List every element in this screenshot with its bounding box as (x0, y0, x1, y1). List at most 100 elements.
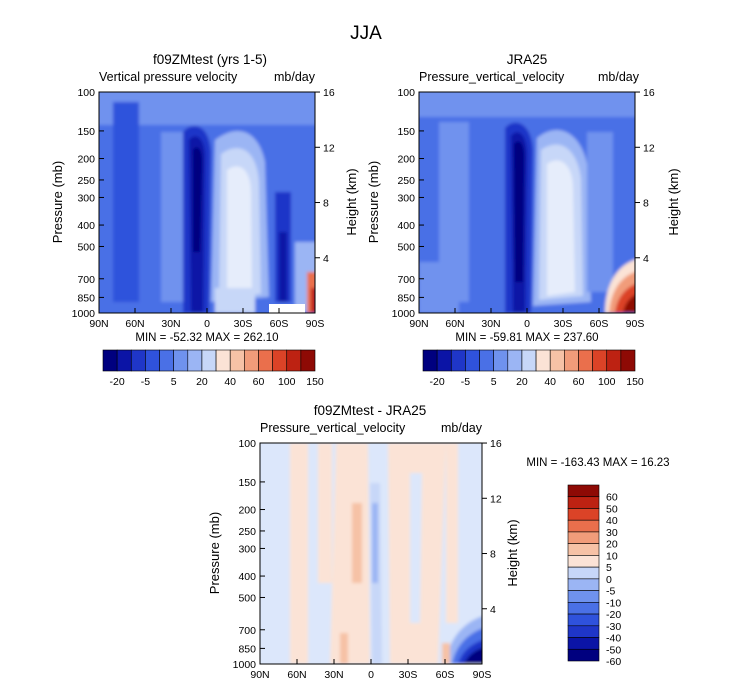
colorbar-swatch (567, 531, 600, 544)
height-tick-label: 12 (323, 142, 335, 154)
colorbar-swatch (564, 349, 579, 372)
diff-neg-equator-core (372, 503, 378, 583)
colorbar-swatch (567, 555, 600, 568)
colorbar-swatch (422, 349, 438, 372)
colorbar-label: 5 (606, 562, 612, 574)
height-tick-label: 4 (643, 253, 649, 265)
colorbar-swatch (567, 648, 600, 662)
panel-reanalysis-ylabel: Pressure (mb) (366, 161, 381, 243)
height-tick-label: 8 (490, 549, 496, 561)
panel-model: f09ZMtest (yrs 1-5) Vertical pressure ve… (50, 52, 359, 388)
colorbar-swatch (130, 349, 146, 372)
colorbar-label: 50 (606, 503, 618, 515)
panel-reanalysis-subtitle-left: Pressure_vertical_velocity (419, 70, 565, 84)
latitude-tick-label: 90N (409, 318, 428, 330)
diff-pos-tropics-core-2 (340, 633, 348, 664)
colorbar-swatch (567, 578, 600, 591)
latitude-tick-label: 0 (368, 669, 374, 681)
colorbar-label: 60 (253, 376, 265, 388)
colorbar-swatch (578, 349, 593, 372)
panel-reanalysis: JRA25 Pressure_vertical_velocity mb/day (366, 52, 681, 388)
colorbar-label: -50 (606, 644, 621, 656)
panel-reanalysis-colorbar: -20 -5 5 20 40 60 100 150 (422, 349, 644, 388)
pressure-tick-label: 1000 (233, 659, 257, 671)
colorbar-swatch (567, 625, 600, 638)
colorbar-swatch (479, 349, 494, 372)
colorbar-label: 30 (606, 527, 618, 539)
height-tick-label: 8 (643, 198, 649, 210)
colorbar-label: 40 (606, 515, 618, 527)
model-polar-descent-core (311, 288, 315, 313)
height-tick-label: 16 (490, 438, 502, 450)
ra-sh-weak-band (587, 132, 613, 292)
pressure-tick-label: 1000 (392, 308, 416, 320)
pressure-tick-label: 200 (77, 154, 95, 166)
pressure-tick-label: 200 (238, 505, 256, 517)
colorbar-swatch (549, 349, 565, 372)
panel-reanalysis-subtitle-right: mb/day (598, 70, 640, 84)
pressure-tick-label: 200 (397, 154, 415, 166)
colorbar-swatch (620, 349, 636, 372)
diff-pos-tropics (330, 443, 370, 664)
panel-model-colorbar: -20 -5 5 20 40 60 100 150 (102, 349, 324, 388)
latitude-tick-label: 60N (287, 669, 306, 681)
model-nh-band (113, 102, 139, 302)
colorbar-swatch (606, 349, 622, 372)
latitude-tick-label: 90S (306, 318, 325, 330)
figure-title: JJA (350, 23, 382, 44)
panel-difference-ylabel-right: Height (km) (505, 519, 520, 586)
ra-weak-ascent-top (419, 92, 635, 117)
colorbar-swatch (567, 602, 600, 615)
colorbar-swatch (567, 566, 600, 580)
height-tick-label: 16 (643, 87, 655, 99)
panel-difference: f09ZMtest - JRA25 Pressure_vertical_velo… (207, 403, 670, 681)
pressure-tick-label: 300 (238, 543, 256, 555)
height-tick-label: 16 (323, 87, 335, 99)
colorbar-swatch (300, 349, 316, 372)
colorbar-label: 5 (491, 376, 497, 388)
colorbar-swatch (465, 349, 480, 372)
colorbar-swatch (102, 349, 118, 372)
model-ascent-core (193, 147, 203, 252)
colorbar-label: 20 (196, 376, 208, 388)
colorbar-swatch (567, 613, 600, 627)
colorbar-label: -60 (606, 656, 621, 668)
pressure-tick-label: 700 (238, 625, 256, 637)
colorbar-swatch (493, 349, 509, 372)
colorbar-swatch (286, 349, 302, 372)
model-sh-ascent-core (279, 232, 287, 302)
panel-model-ylabel: Pressure (mb) (50, 161, 65, 243)
diff-pos-band-60n (290, 443, 308, 664)
latitude-tick-label: 90S (473, 669, 492, 681)
panel-difference-subtitle-left: Pressure_vertical_velocity (260, 421, 406, 435)
diff-pos-lowlevel-sh (442, 643, 450, 664)
panel-difference-subtitle-right: mb/day (441, 421, 483, 435)
panel-model-stats: MIN = -52.32 MAX = 262.10 (135, 332, 278, 344)
panel-reanalysis-ylabel-right: Height (km) (666, 168, 681, 235)
latitude-tick-label: 30N (161, 318, 180, 330)
pressure-tick-label: 250 (77, 175, 95, 187)
colorbar-label: 60 (573, 376, 585, 388)
diff-pos-high-lat (446, 443, 458, 623)
colorbar-label: 100 (598, 376, 616, 388)
colorbar-swatch (173, 349, 189, 372)
pressure-tick-label: 400 (238, 571, 256, 583)
reanalysis-contour-field (419, 92, 635, 313)
colorbar-swatch (215, 349, 231, 372)
colorbar-swatch (567, 496, 600, 509)
colorbar-swatch (201, 349, 217, 372)
pressure-tick-label: 700 (77, 274, 95, 286)
panel-model-title: f09ZMtest (yrs 1-5) (153, 52, 267, 67)
pressure-tick-label: 300 (77, 192, 95, 204)
colorbar-label: 10 (606, 550, 618, 562)
colorbar-swatch (159, 349, 174, 372)
latitude-tick-label: 60N (125, 318, 144, 330)
colorbar-label: 20 (516, 376, 528, 388)
colorbar-label: -5 (141, 376, 150, 388)
pressure-tick-label: 300 (397, 192, 415, 204)
colorbar-label: -10 (606, 597, 621, 609)
pressure-tick-label: 850 (77, 292, 95, 304)
panel-reanalysis-axes: 100 150 200 250 300 400 500 700 850 1000 16 12 8 4 90N… (392, 87, 655, 330)
